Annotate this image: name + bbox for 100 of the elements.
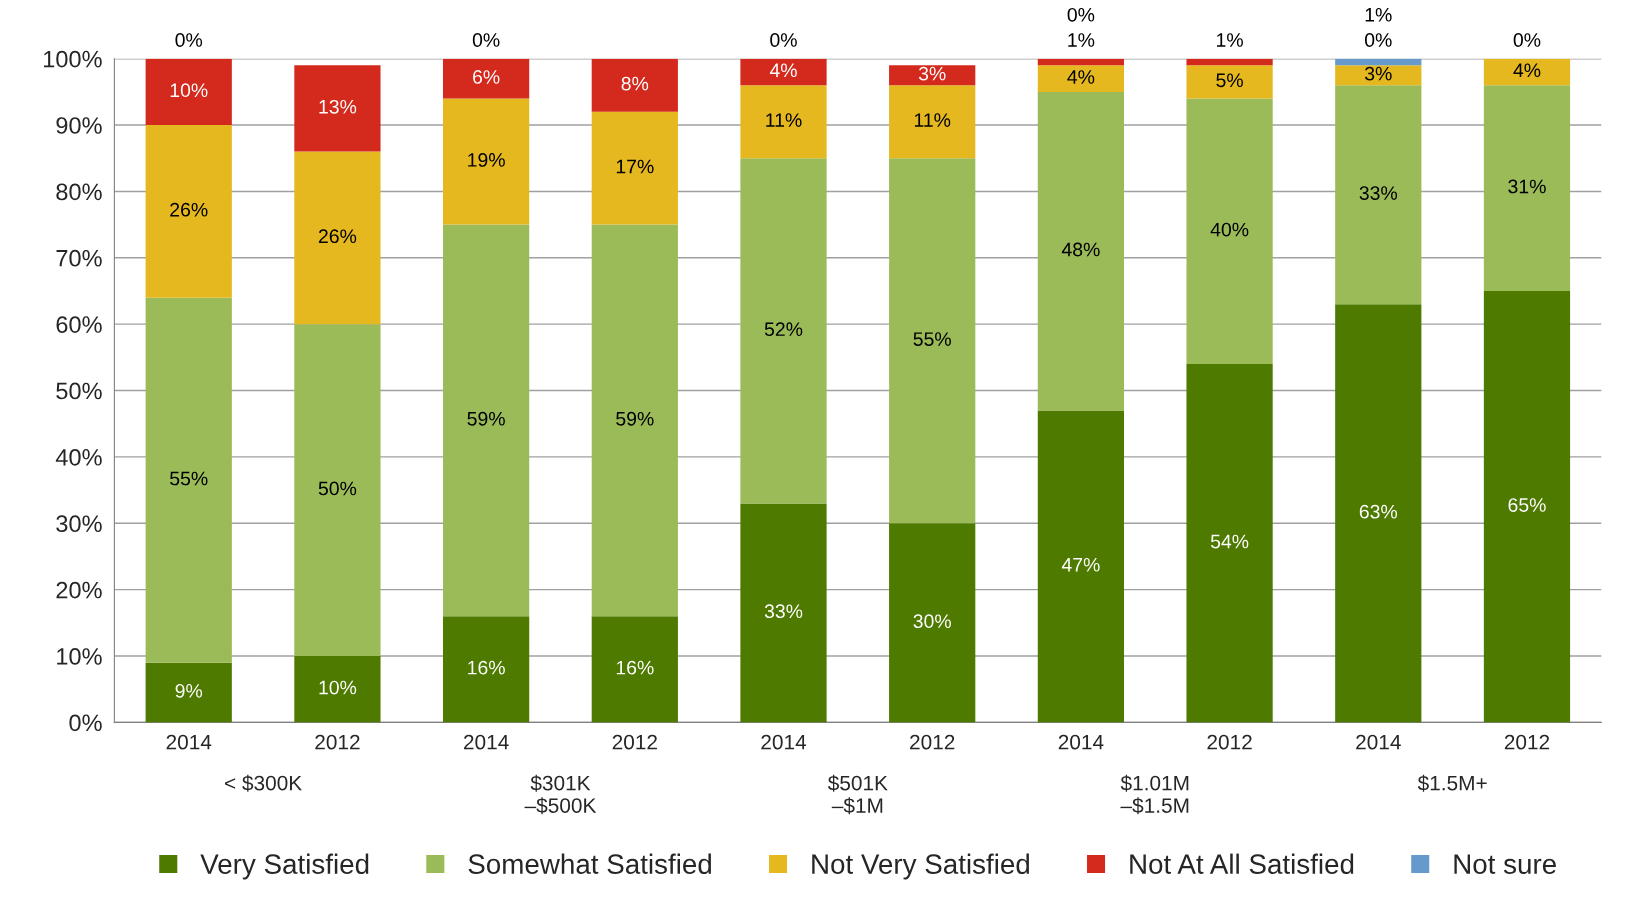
x-tick-label: 2012	[1207, 734, 1252, 750]
data-label: 8%	[621, 76, 649, 91]
bar	[889, 523, 976, 723]
bar	[145, 297, 232, 663]
data-label: 63%	[1359, 504, 1398, 519]
bar	[591, 224, 678, 617]
y-tick-label: 20%	[56, 581, 102, 599]
data-label: 55%	[170, 471, 208, 486]
data-label: 26%	[318, 229, 357, 244]
data-label: 0%	[1364, 33, 1392, 47]
data-label: 33%	[764, 604, 803, 619]
bar	[1037, 410, 1125, 723]
y-tick-label: 10%	[57, 648, 102, 665]
bar	[740, 503, 827, 723]
bar	[145, 662, 232, 723]
data-label: 1%	[1068, 33, 1095, 47]
data-label: 40%	[1210, 222, 1249, 237]
y-tick-label: 100%	[43, 50, 102, 68]
bar	[591, 616, 678, 723]
legend-label: Very Satisfied	[200, 853, 369, 880]
y-tick-label: 0%	[69, 714, 102, 732]
y-tick-label: 80%	[56, 183, 102, 201]
y-tick-label: 70%	[56, 249, 102, 267]
data-label: 6%	[473, 70, 500, 84]
bar	[1335, 304, 1422, 723]
data-label: 19%	[468, 153, 505, 167]
bar	[1335, 58, 1422, 66]
bar	[294, 65, 381, 152]
data-label: 13%	[319, 99, 357, 114]
data-label: 47%	[1061, 557, 1100, 572]
data-label: 11%	[766, 113, 802, 127]
bar	[591, 111, 678, 225]
bar	[889, 85, 976, 159]
y-tick-label: 90%	[56, 117, 102, 134]
y-tick-label: 60%	[56, 316, 102, 333]
data-label: 31%	[1508, 179, 1546, 194]
x-tick-label: 2012	[1504, 734, 1550, 750]
bar	[145, 58, 232, 126]
text: $301K –$500K	[524, 774, 597, 815]
data-label: 10%	[319, 680, 357, 695]
bar	[442, 616, 530, 723]
bar	[442, 224, 530, 617]
bar	[1335, 65, 1422, 86]
x-tick-label: 2012	[315, 734, 360, 750]
legend-label: Not sure	[1454, 854, 1556, 874]
text: < $300K	[225, 774, 302, 792]
bar	[442, 98, 530, 225]
bar	[1483, 58, 1571, 86]
data-label: 52%	[764, 322, 803, 337]
data-label: 30%	[913, 614, 951, 629]
legend-label: Not At All Satisfied	[1130, 853, 1354, 874]
data-label: 59%	[467, 411, 505, 426]
data-label: 3%	[1364, 66, 1392, 81]
data-label: 9%	[175, 683, 203, 698]
data-label: 0%	[1067, 7, 1095, 22]
bar	[591, 58, 678, 112]
data-label: 17%	[616, 159, 654, 174]
bar	[1186, 364, 1273, 723]
legend-label: Somewhat Satisfied	[468, 853, 711, 874]
data-label: 1%	[1217, 33, 1243, 47]
data-label: 3%	[918, 66, 946, 81]
data-label: 4%	[1067, 70, 1095, 84]
data-label: 48%	[1061, 242, 1100, 257]
bar	[294, 324, 381, 657]
bar	[1335, 85, 1422, 305]
data-label: 59%	[616, 411, 654, 426]
x-tick-label: 2014	[166, 734, 212, 750]
bar	[1186, 98, 1273, 364]
text: $1.01M –$1.5M	[1120, 774, 1189, 815]
bar	[294, 151, 381, 325]
legend-label: Not Very Satisfied	[812, 853, 1029, 880]
bar	[145, 125, 232, 298]
data-label: 5%	[1216, 73, 1243, 88]
data-label: 0%	[770, 33, 797, 47]
y-tick-label: 50%	[56, 382, 102, 400]
bar	[1037, 91, 1125, 411]
bar	[1483, 290, 1571, 723]
data-label: 26%	[170, 202, 208, 217]
x-tick-label: 2014	[1356, 734, 1401, 750]
data-label: 16%	[616, 660, 654, 675]
y-tick-label: 30%	[56, 515, 102, 533]
bar	[1186, 58, 1273, 66]
text: $501K –$1M	[827, 774, 888, 815]
data-label: 65%	[1508, 498, 1546, 512]
data-label: 0%	[1513, 33, 1541, 47]
text: $1.5M+	[1417, 774, 1487, 792]
data-label: 4%	[769, 63, 797, 78]
data-label: 54%	[1210, 534, 1249, 549]
bar	[1483, 85, 1571, 291]
bar	[740, 158, 827, 504]
bar	[740, 85, 827, 159]
bar	[889, 158, 976, 524]
data-label: 50%	[318, 481, 357, 496]
data-label: 16%	[468, 660, 505, 675]
data-label: 0%	[472, 33, 500, 47]
data-label: 10%	[170, 83, 208, 98]
data-label: 11%	[914, 113, 951, 127]
bar	[1186, 65, 1273, 99]
bar	[1037, 58, 1125, 66]
bar	[1037, 65, 1125, 92]
